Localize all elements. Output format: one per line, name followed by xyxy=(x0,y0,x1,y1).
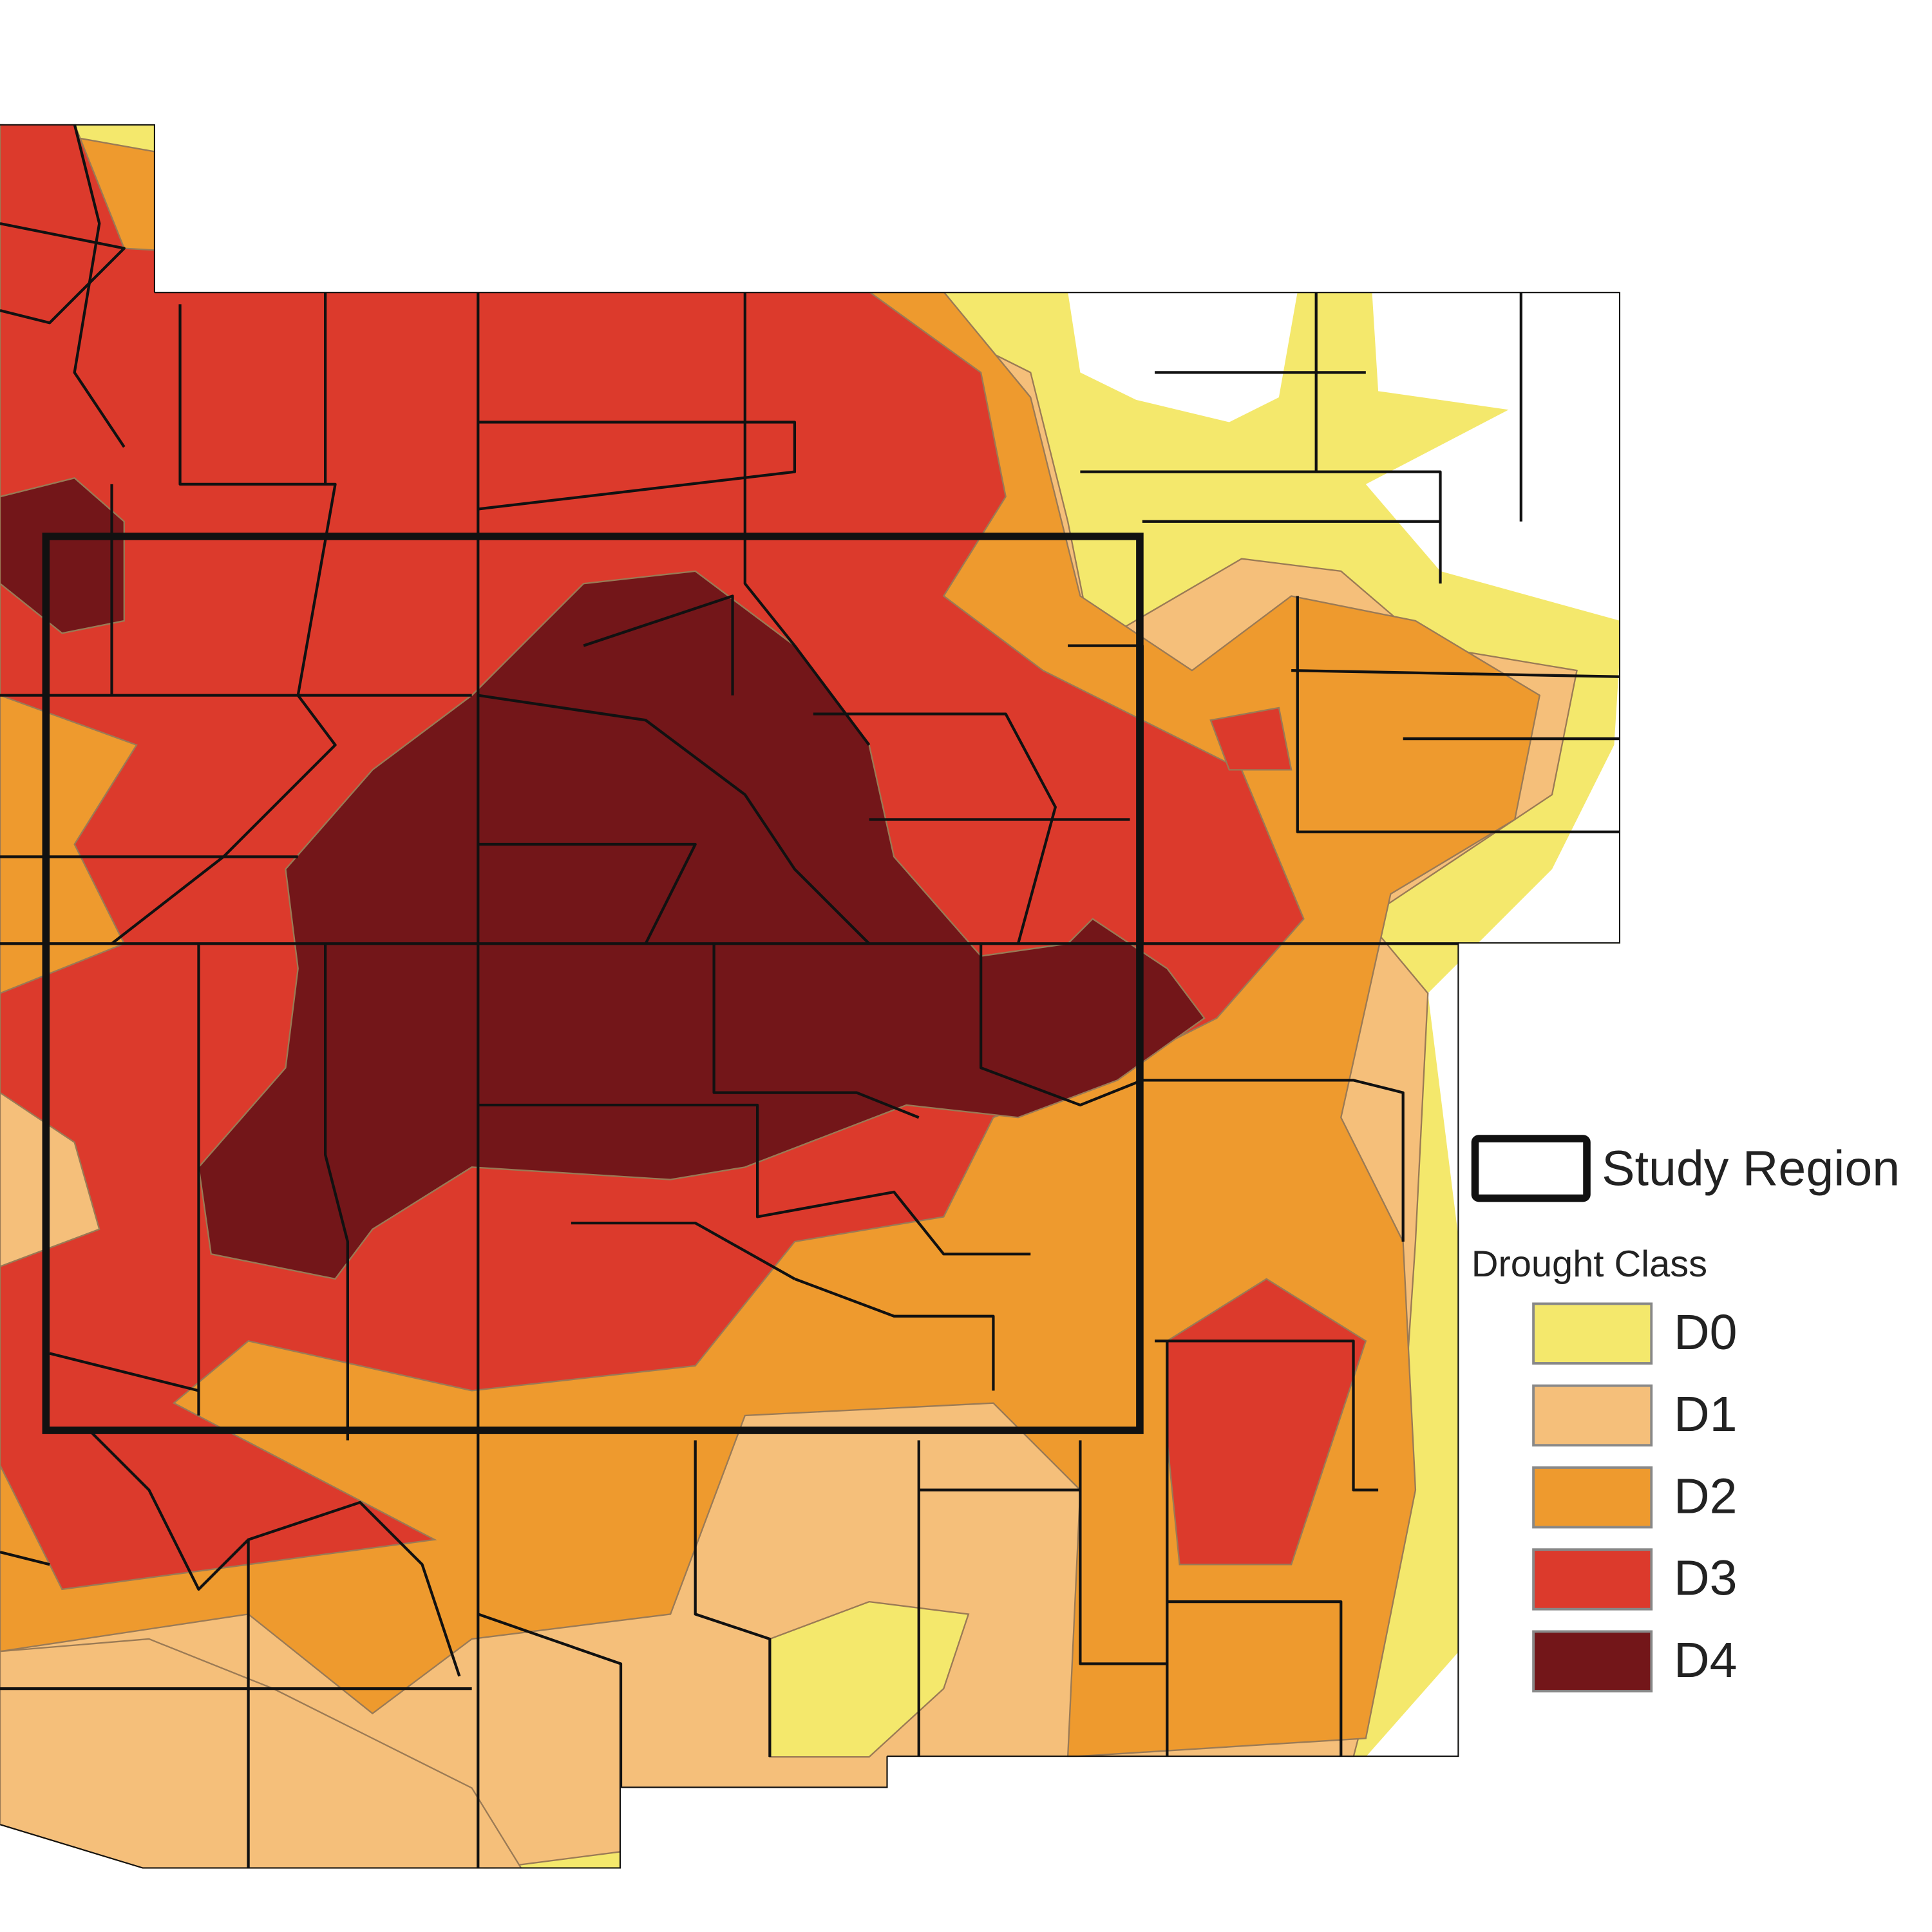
zone-d4 xyxy=(0,477,125,634)
legend-swatch xyxy=(1532,1548,1653,1611)
no-drought xyxy=(1365,292,1621,621)
legend-label: D4 xyxy=(1674,1633,1738,1688)
legend-swatch xyxy=(1532,1302,1653,1365)
zone-d1 xyxy=(0,1638,523,1869)
legend-swatch xyxy=(1532,1466,1653,1529)
legend-swatch xyxy=(1532,1384,1653,1447)
zone-d3 xyxy=(1209,706,1293,771)
legend-label: D2 xyxy=(1674,1468,1738,1524)
legend-label: D3 xyxy=(1674,1551,1738,1606)
legend-label: D1 xyxy=(1674,1387,1738,1442)
legend-label: D0 xyxy=(1674,1305,1738,1360)
zone-d4 xyxy=(198,570,1206,1280)
legend-title: Drought Class xyxy=(1472,1244,1707,1285)
no-drought xyxy=(1365,1651,1459,1757)
zone-d2 xyxy=(0,694,138,995)
no-drought xyxy=(1068,292,1298,422)
zone-d3 xyxy=(1166,1278,1367,1566)
legend-items: D0 D1 D2 D3 D4 xyxy=(1532,1302,1738,1692)
county-lines xyxy=(0,124,1621,1869)
legend-swatch xyxy=(1532,1630,1653,1692)
legend: Study Region Drought Class D0 D1 D2 D3 D4 xyxy=(1471,1135,1900,1692)
study-region-swatch xyxy=(1471,1135,1591,1202)
legend-label: Study Region xyxy=(1602,1141,1900,1196)
study-region-outline xyxy=(42,533,1144,1434)
